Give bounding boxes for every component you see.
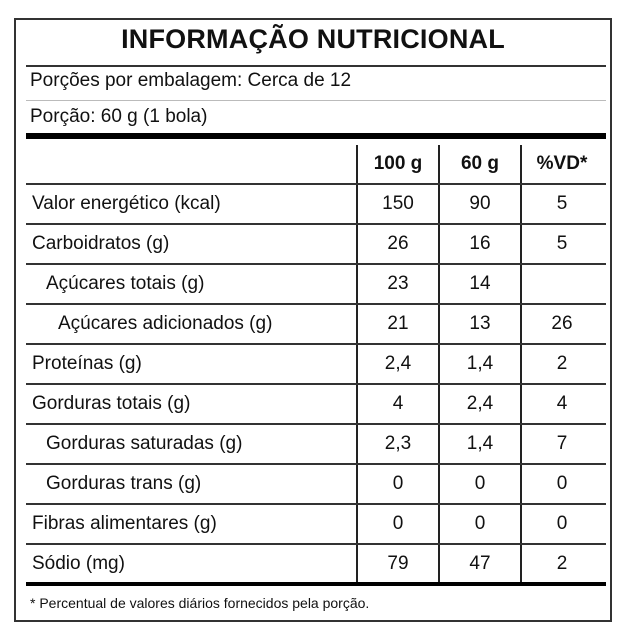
table-row: Sódio (mg) 79 47 2	[26, 544, 606, 584]
serving-size: Porção: 60 g (1 bola)	[30, 106, 208, 127]
column-divider	[356, 145, 358, 585]
divider	[26, 65, 606, 67]
nutrient-label: Açúcares totais (g)	[46, 273, 205, 294]
table-row: Valor energético (kcal) 150 90 5	[26, 184, 606, 224]
thick-divider	[26, 133, 606, 139]
row-divider	[26, 263, 606, 265]
row-divider	[26, 383, 606, 385]
row-divider	[26, 183, 606, 185]
nutrient-label: Gorduras saturadas (g)	[46, 433, 243, 454]
value-100g: 0	[392, 473, 404, 494]
column-divider	[438, 145, 440, 585]
label-title: INFORMAÇÃO NUTRICIONAL	[121, 24, 505, 54]
row-divider	[26, 343, 606, 345]
nutrient-label: Proteínas (g)	[32, 353, 142, 374]
value-100g: 150	[382, 193, 414, 214]
nutrient-label: Fibras alimentares (g)	[32, 513, 217, 534]
value-60g: 2,4	[466, 393, 494, 414]
nutrient-label: Gorduras trans (g)	[46, 473, 202, 494]
table-row: Açúcares totais (g) 23 14	[26, 264, 606, 304]
value-100g: 26	[387, 233, 409, 254]
header-row: 100 g 60 g %VD*	[26, 144, 606, 184]
value-vd: 0	[556, 513, 568, 534]
row-divider	[26, 543, 606, 545]
table-row: Carboidratos (g) 26 16 5	[26, 224, 606, 264]
column-header-100g: 100 g	[373, 153, 423, 174]
value-100g: 2,4	[384, 353, 412, 374]
divider	[26, 100, 606, 101]
nutrient-label: Carboidratos (g)	[32, 233, 170, 254]
value-60g: 13	[469, 313, 491, 334]
value-100g: 4	[392, 393, 404, 414]
value-100g: 2,3	[384, 433, 412, 454]
value-60g: 0	[474, 473, 486, 494]
table-row: Açúcares adicionados (g) 21 13 26	[26, 304, 606, 344]
value-vd: 5	[556, 193, 568, 214]
row-divider	[26, 423, 606, 425]
value-60g: 0	[474, 513, 486, 534]
value-60g: 14	[469, 273, 491, 294]
footnote: * Percentual de valores diários fornecid…	[30, 595, 370, 611]
thick-divider	[26, 582, 606, 586]
table-row: Proteínas (g) 2,4 1,4 2	[26, 344, 606, 384]
row-divider	[26, 223, 606, 225]
value-vd: 26	[551, 313, 573, 334]
row-divider	[26, 303, 606, 305]
value-60g: 1,4	[466, 353, 494, 374]
value-60g: 90	[469, 193, 491, 214]
nutrient-label: Sódio (mg)	[32, 553, 125, 574]
nutrient-label: Valor energético (kcal)	[32, 193, 221, 214]
column-header-vd: %VD*	[536, 153, 588, 174]
value-vd: 2	[556, 353, 568, 374]
value-60g: 16	[469, 233, 491, 254]
column-header-60g: 60 g	[460, 153, 500, 174]
nutrient-label: Gorduras totais (g)	[32, 393, 191, 414]
nutrient-label: Açúcares adicionados (g)	[58, 313, 273, 334]
table-row: Gorduras trans (g) 0 0 0	[26, 464, 606, 504]
row-divider	[26, 503, 606, 505]
table-row: Gorduras totais (g) 4 2,4 4	[26, 384, 606, 424]
value-60g: 1,4	[466, 433, 494, 454]
value-vd: 5	[556, 233, 568, 254]
table-row: Gorduras saturadas (g) 2,3 1,4 7	[26, 424, 606, 464]
value-vd: 7	[556, 433, 568, 454]
value-100g: 23	[387, 273, 409, 294]
nutrition-label-border	[14, 18, 612, 622]
table-row: Fibras alimentares (g) 0 0 0	[26, 504, 606, 544]
value-100g: 79	[387, 553, 409, 574]
value-100g: 21	[387, 313, 409, 334]
value-100g: 0	[392, 513, 404, 534]
row-divider	[26, 463, 606, 465]
value-vd: 0	[556, 473, 568, 494]
value-60g: 47	[469, 553, 491, 574]
value-vd: 2	[556, 553, 568, 574]
servings-per-package: Porções por embalagem: Cerca de 12	[30, 70, 352, 91]
column-divider	[520, 145, 522, 585]
value-vd: 4	[556, 393, 568, 414]
